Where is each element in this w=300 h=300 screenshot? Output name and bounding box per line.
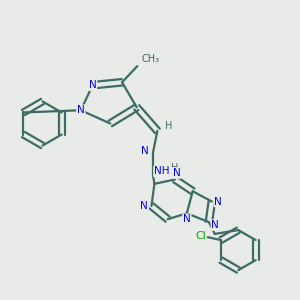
Text: CH₃: CH₃ [142,54,160,64]
Text: H: H [166,121,173,130]
Text: N: N [183,214,191,224]
Text: N: N [140,201,148,211]
Text: Cl: Cl [195,231,206,241]
Text: NH: NH [154,167,170,176]
Text: N: N [141,146,148,157]
Text: N: N [212,220,219,230]
Text: N: N [172,168,180,178]
Text: N: N [214,196,222,206]
Text: N: N [77,105,85,115]
Text: H: H [171,163,179,173]
Text: N: N [89,80,97,90]
